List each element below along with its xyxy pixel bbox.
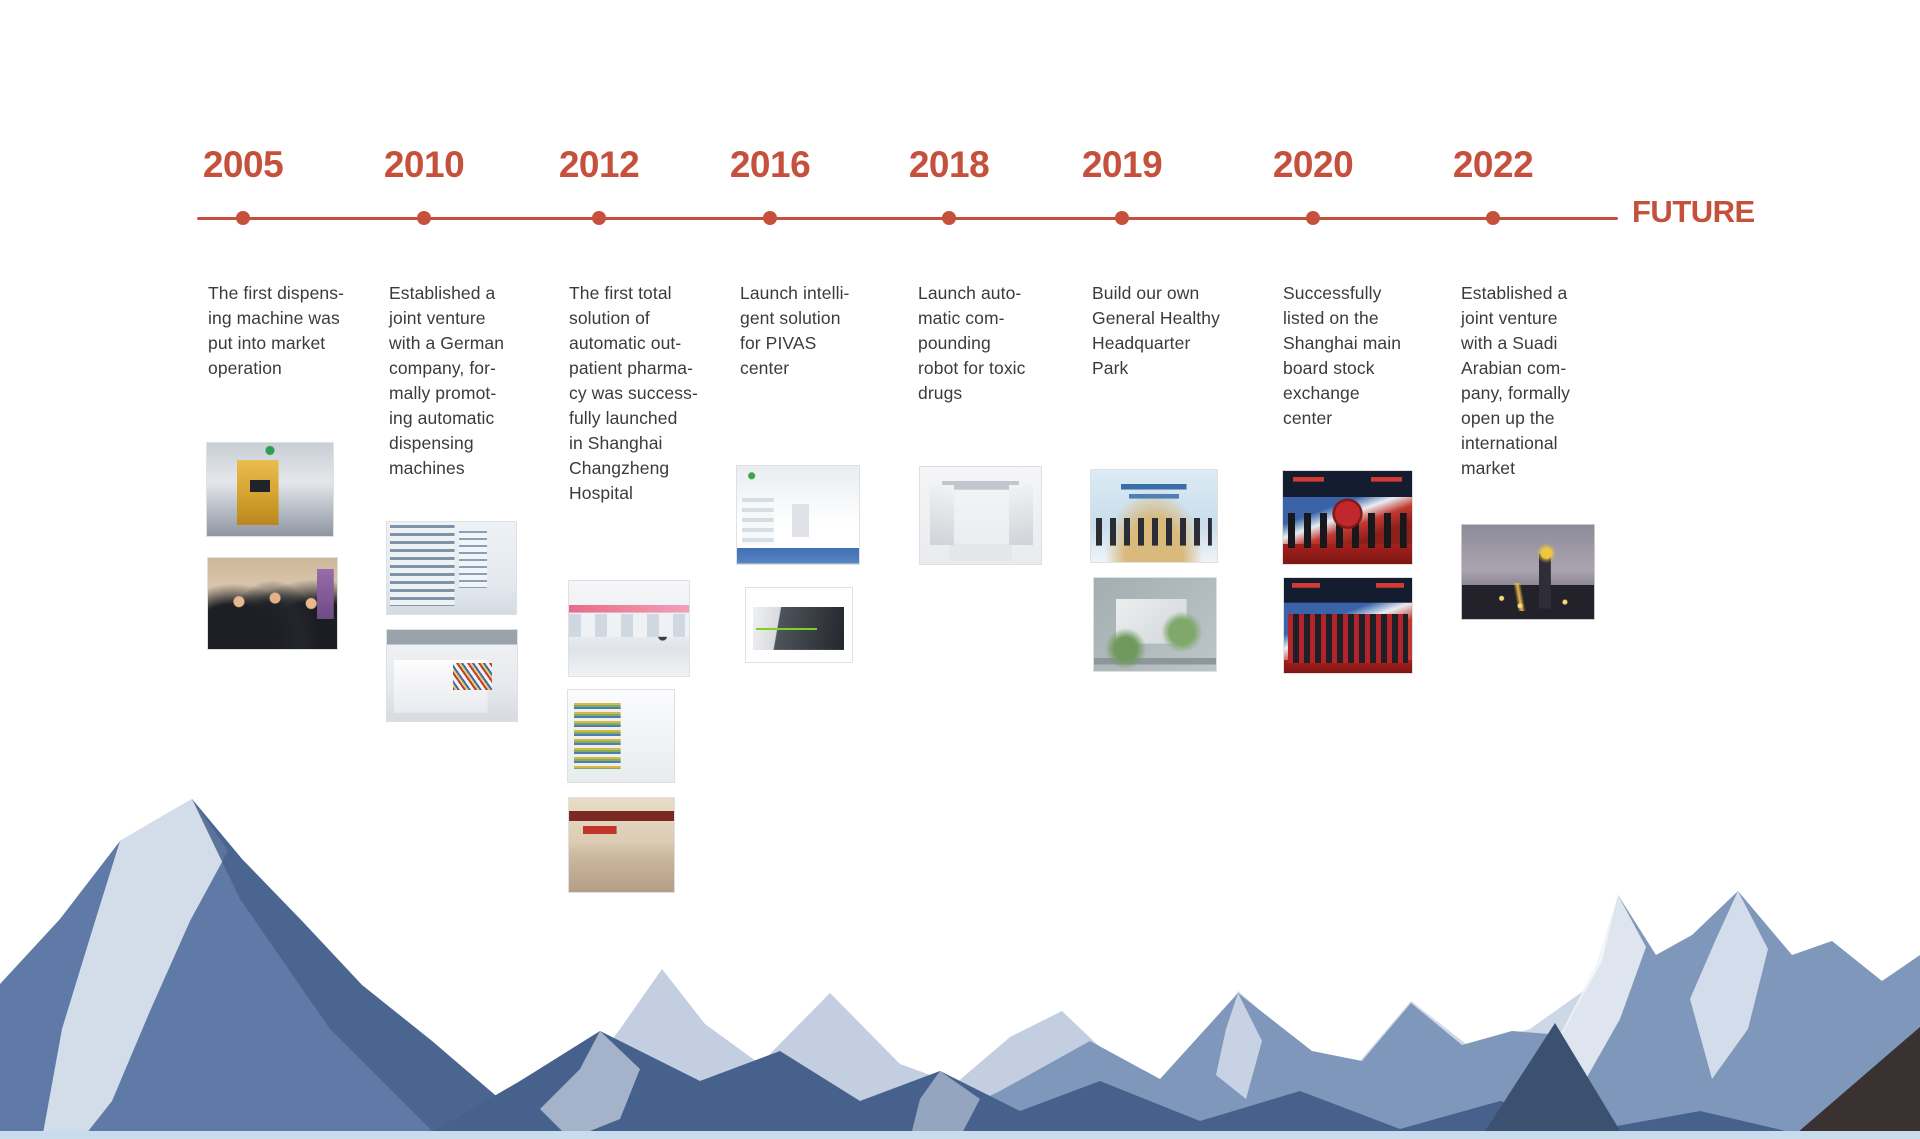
- photo-dispensing-machine-in-metro-station: [206, 442, 334, 537]
- timeline-dot-2010: [417, 211, 431, 225]
- year-label-2020: 2020: [1272, 144, 1354, 185]
- mountain-range-image: [0, 799, 1920, 1139]
- photo-riyadh-city-skyline-at-night: [1461, 524, 1595, 620]
- photo-intelligent-dispensing-equipment: [745, 587, 853, 663]
- timeline-dot-2020: [1306, 211, 1320, 225]
- event-description-2020: Successfully listed on the Shanghai main…: [1283, 283, 1402, 428]
- photo-outpatient-pharmacy-medicine-wall: [567, 689, 675, 783]
- photo-pivas-clean-room: [736, 465, 860, 565]
- timeline-dot-2005: [236, 211, 250, 225]
- photo-outpatient-hall-service-counters: [568, 797, 675, 893]
- year-label-2016: 2016: [729, 144, 811, 185]
- event-description-2019: Build our own General Healthy Headquarte…: [1092, 283, 1220, 378]
- year-label-2018: 2018: [908, 144, 990, 185]
- event-description-2012: The first total solution of automatic ou…: [569, 283, 698, 503]
- event-description-2010: Established a joint venture with a Germa…: [389, 283, 505, 478]
- timeline-dot-2012: [592, 211, 606, 225]
- timeline-dot-2018: [942, 211, 956, 225]
- year-label-2012: 2012: [558, 144, 640, 185]
- photo-listing-ceremony-group-photo: [1283, 577, 1413, 674]
- year-label-2010: 2010: [383, 144, 465, 185]
- timeline-dot-2022: [1486, 211, 1500, 225]
- photo-automatic-dispensing-machine-room: [386, 629, 518, 722]
- timeline-axis-line: [197, 217, 1618, 220]
- photo-groundbreaking-ceremony: [1090, 469, 1218, 563]
- photo-automated-medicine-storage-racks: [386, 521, 517, 615]
- photo-headquarter-park-aerial-rendering: [1093, 577, 1217, 672]
- event-description-2018: Launch auto- matic com- pounding robot f…: [918, 283, 1026, 403]
- year-label-2019: 2019: [1081, 144, 1163, 185]
- photo-stock-exchange-bell-ringing-ceremony: [1282, 470, 1413, 565]
- timeline-dot-2016: [763, 211, 777, 225]
- event-description-2005: The first dispens- ing machine was put i…: [208, 283, 345, 378]
- event-description-2016: Launch intelli- gent solution for PIVAS …: [740, 283, 850, 378]
- year-label-2005: 2005: [202, 144, 284, 185]
- year-label-2022: 2022: [1452, 144, 1534, 185]
- future-label: FUTURE: [1632, 194, 1755, 229]
- photo-compounding-robot-arms: [919, 466, 1042, 565]
- photo-hospital-pharmacy-counter-corridor: [568, 580, 690, 677]
- timeline-dot-2019: [1115, 211, 1129, 225]
- event-description-2022: Established a joint venture with a Suadi…: [1461, 283, 1571, 478]
- photo-executives-visiting-exhibition: [207, 557, 338, 650]
